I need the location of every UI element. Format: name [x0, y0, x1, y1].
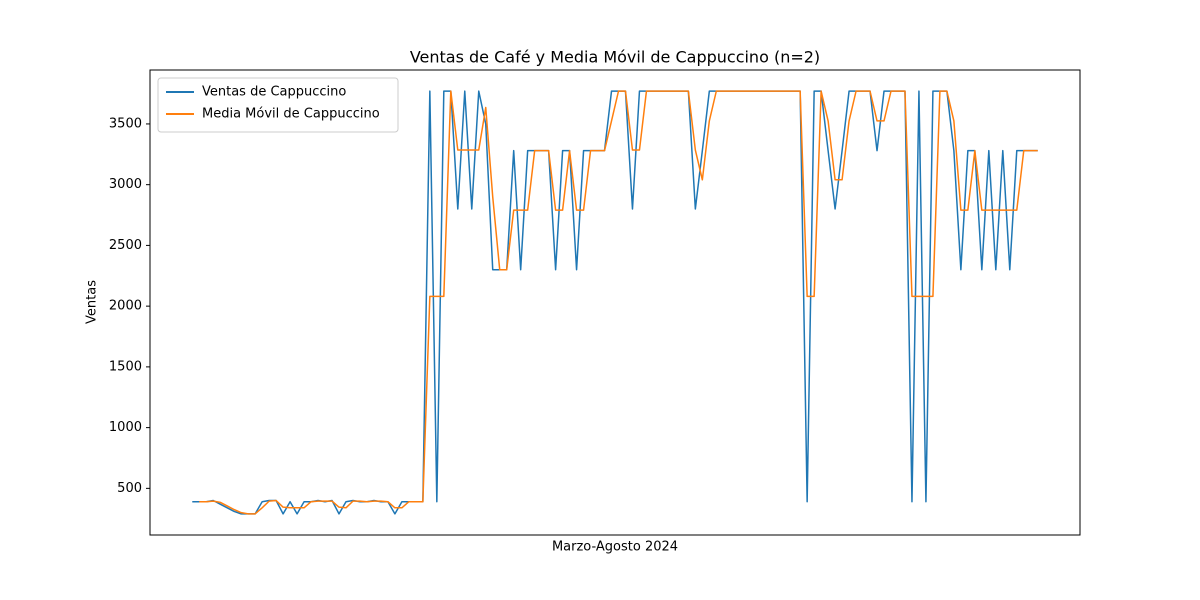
y-tick-label: 3000 — [109, 177, 142, 192]
legend-label: Ventas de Cappuccino — [202, 85, 346, 100]
legend-box — [157, 77, 399, 133]
y-tick-label: 3500 — [109, 116, 142, 131]
y-tick-label: 2000 — [109, 299, 142, 314]
y-tick-label: 500 — [117, 481, 142, 496]
y-tick-label: 2500 — [109, 238, 142, 253]
legend-label: Media Móvil de Cappuccino — [202, 107, 380, 122]
series-line — [199, 90, 1038, 515]
y-axis-label: Ventas — [85, 280, 100, 324]
y-tick-label: 1500 — [109, 359, 142, 374]
chart-title: Ventas de Café y Media Móvil de Cappucci… — [410, 48, 820, 67]
plot-frame — [149, 69, 1081, 536]
x-axis-label: Marzo-Agosto 2024 — [552, 540, 678, 555]
legend: Ventas de Cappuccino Media Móvil de Cappu… — [157, 77, 399, 133]
y-tick-label: 1000 — [109, 420, 142, 435]
